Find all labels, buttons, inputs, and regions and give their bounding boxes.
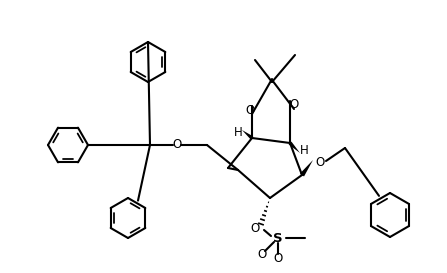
Polygon shape [300,160,313,176]
Text: O: O [257,248,266,262]
Text: O: O [316,156,325,168]
Text: O: O [173,138,181,152]
Text: H: H [299,144,308,158]
Text: O: O [274,251,283,265]
Text: H: H [234,126,242,140]
Text: O: O [289,99,299,111]
Polygon shape [242,130,253,140]
Text: S: S [273,232,283,245]
Text: O: O [250,221,260,235]
Polygon shape [289,142,300,153]
Text: O: O [245,103,255,117]
